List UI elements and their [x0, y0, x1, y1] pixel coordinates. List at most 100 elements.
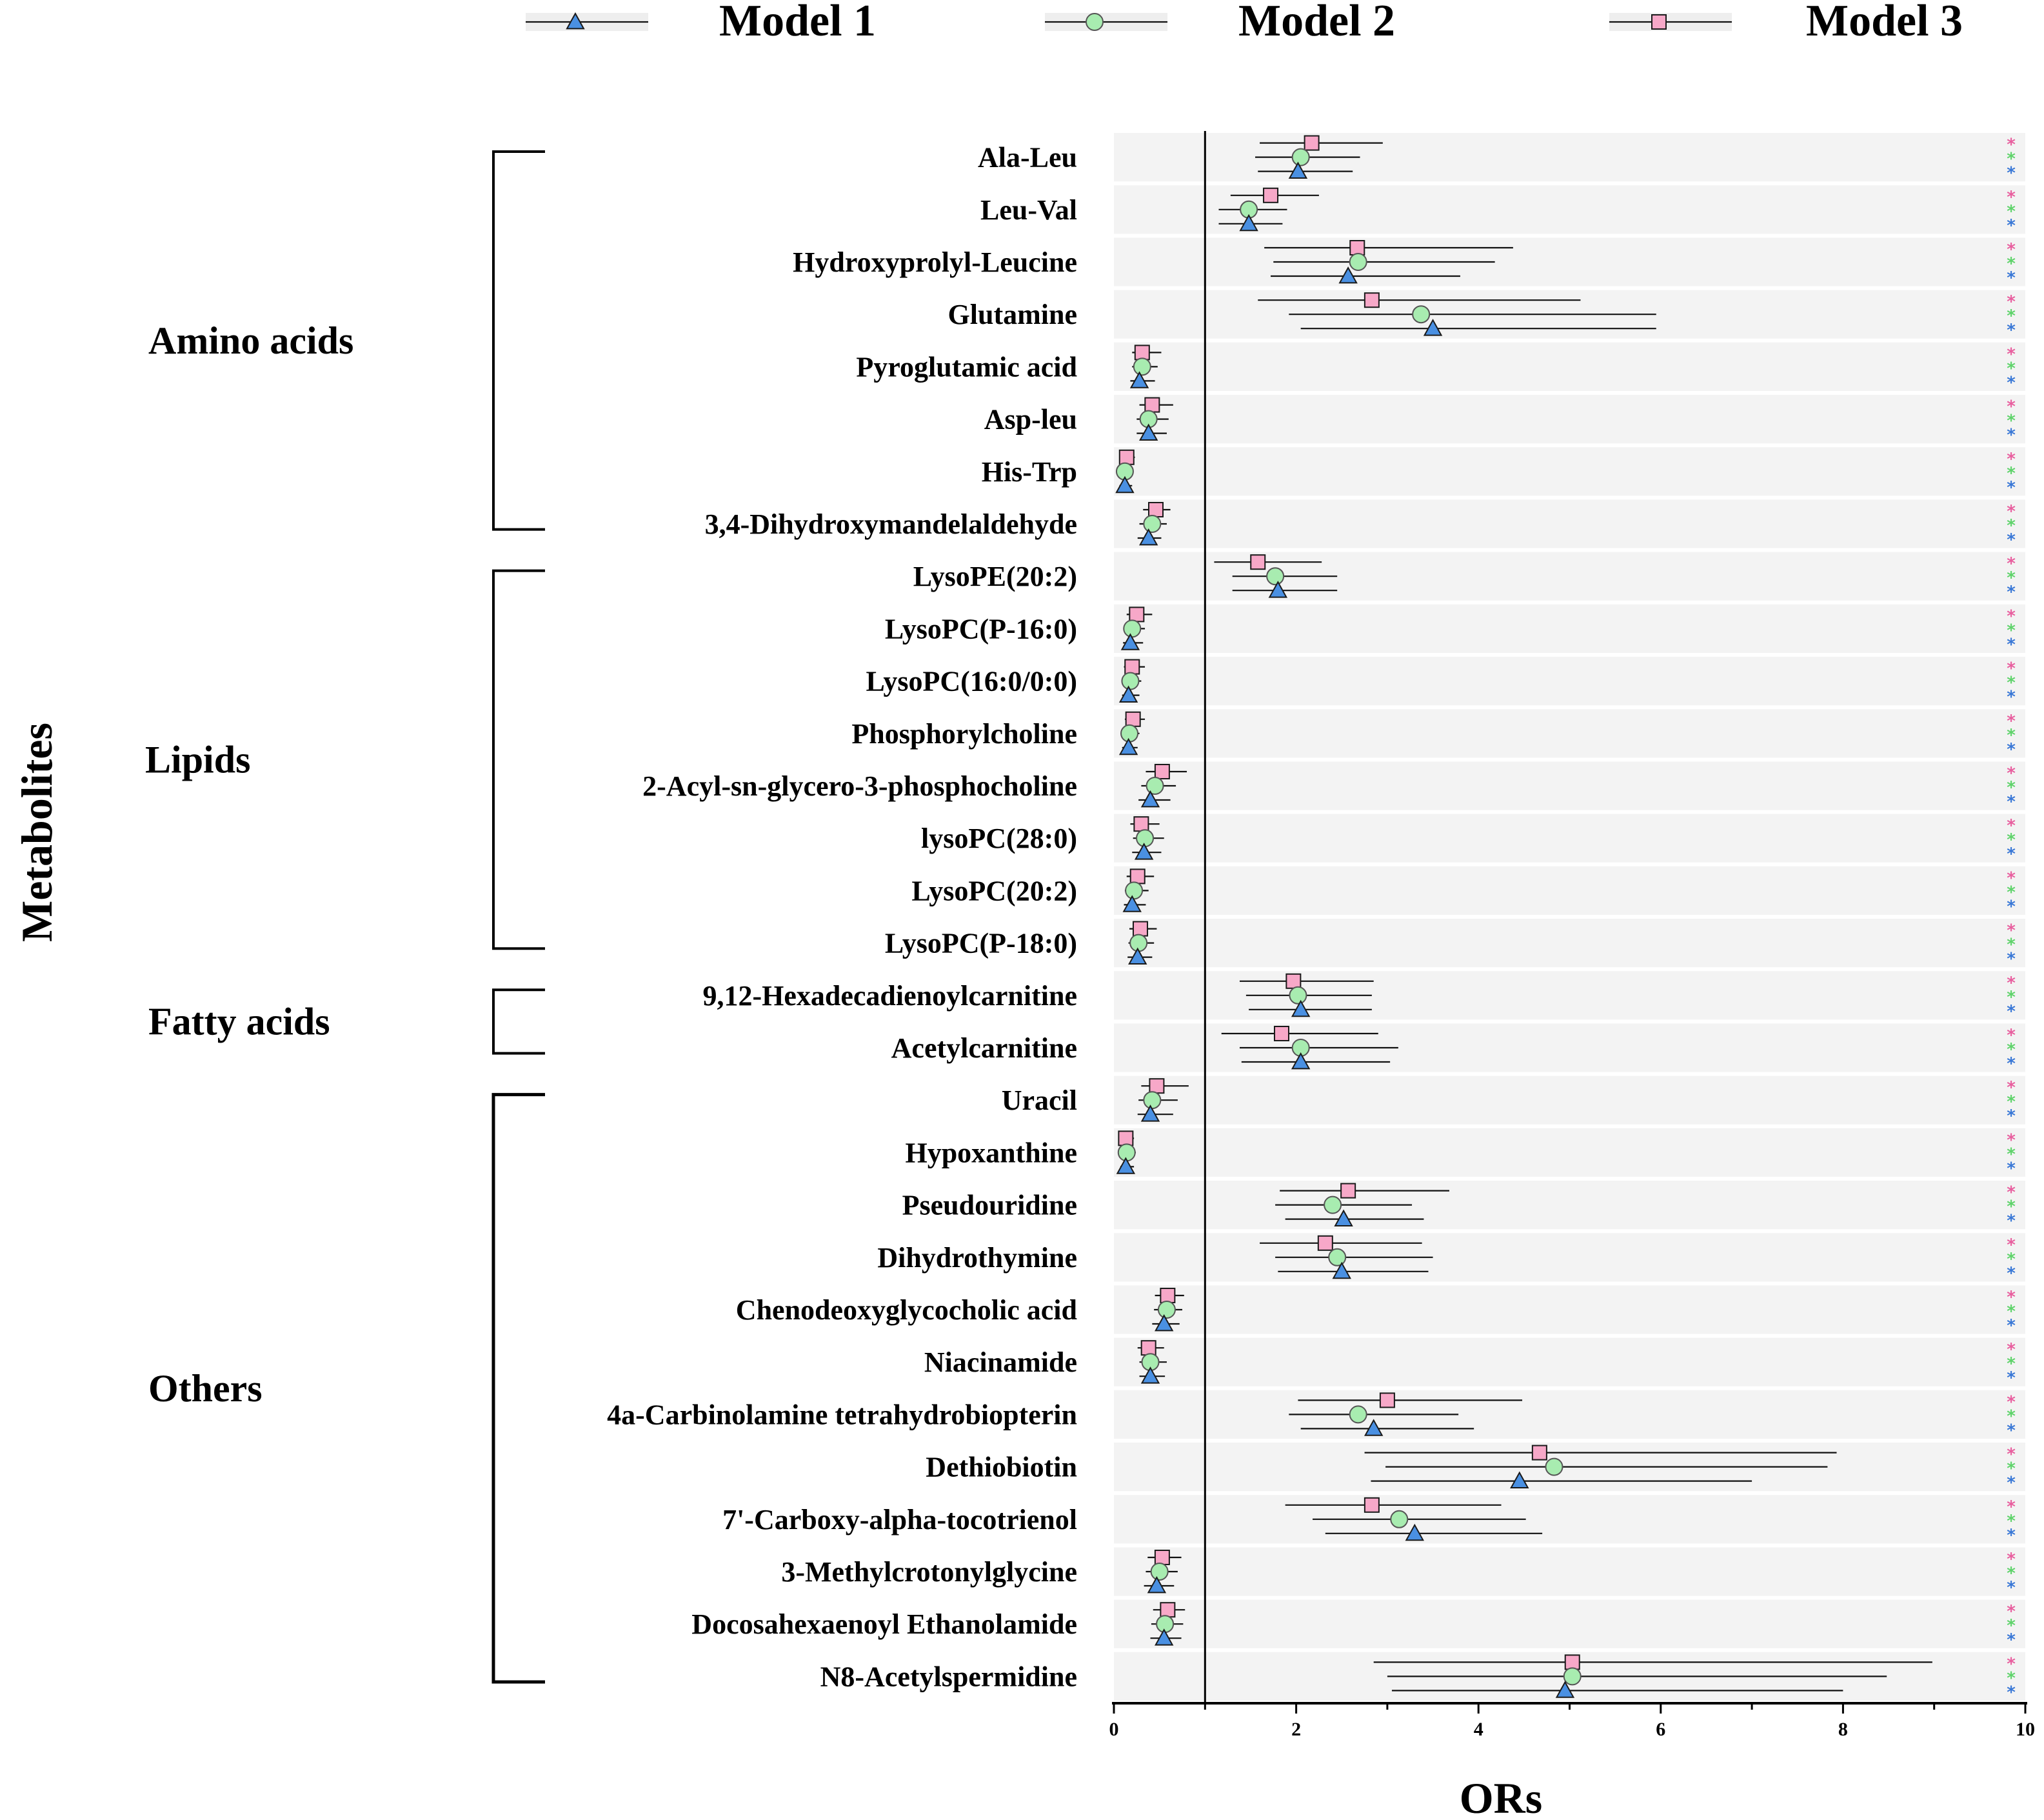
legend-label: Model 1	[719, 0, 876, 46]
significance-star-m3: *	[2007, 816, 2016, 835]
point-m3	[1147, 502, 1164, 517]
significance-star-m2: *	[2007, 830, 2016, 850]
point-m3	[1129, 606, 1145, 623]
metabolite-label: Hypoxanthine	[905, 1137, 1077, 1168]
point-m3	[1144, 397, 1160, 413]
significance-star-m3: *	[2007, 188, 2016, 207]
group-bracket	[492, 988, 545, 1055]
point-m1	[1129, 371, 1149, 388]
significance-star-m1: *	[2007, 1630, 2016, 1650]
significance-star-m1: *	[2007, 530, 2016, 550]
significance-star-m1: *	[2007, 950, 2016, 969]
metabolite-label: Glutamine	[948, 299, 1077, 330]
point-m3	[1134, 345, 1150, 361]
metabolite-labels: Ala-Leu Leu-Val Hydroxyprolyl-Leucine Gluta…	[607, 142, 1077, 1693]
legend-marker	[566, 12, 585, 30]
row-background	[1114, 814, 2025, 863]
significance-star-m2: *	[2007, 1668, 2016, 1688]
significance-star-m1: *	[2007, 373, 2016, 392]
metabolite-label: LysoPC(20:2)	[911, 875, 1077, 906]
significance-star-m2: *	[2007, 1616, 2016, 1635]
point-m1	[1338, 266, 1358, 284]
significance-star-m3: *	[2007, 974, 2016, 993]
point-m2	[1289, 986, 1307, 1005]
significance-star-m2: *	[2007, 883, 2016, 902]
point-m2	[1121, 672, 1140, 690]
significance-star-m3: *	[2007, 292, 2016, 312]
significance-star-m3: *	[2007, 1497, 2016, 1517]
significance-star-m2: *	[2007, 726, 2016, 745]
significance-star-m3: *	[2007, 712, 2016, 731]
group-label: Lipids	[145, 738, 250, 781]
row-background	[1114, 499, 2025, 548]
point-m2	[1129, 934, 1148, 952]
x-tick-label: 0	[1109, 1719, 1119, 1740]
significance-star-m2: *	[2007, 359, 2016, 378]
row-background	[1114, 604, 2025, 653]
significance-star-m1: *	[2007, 1054, 2016, 1074]
point-m2	[1136, 829, 1155, 848]
point-m1	[1291, 1052, 1311, 1070]
significance-star-m3: *	[2007, 1550, 2016, 1569]
point-m2	[1120, 724, 1139, 743]
significance-star-m1: *	[2007, 478, 2016, 497]
legend-marker	[1651, 14, 1667, 30]
point-m1	[1364, 1419, 1384, 1436]
significance-star-m3: *	[2007, 1183, 2016, 1203]
row-background	[1114, 1390, 2025, 1439]
row-background	[1114, 1181, 2025, 1230]
point-m1	[1140, 1105, 1160, 1122]
point-m3	[1250, 554, 1266, 570]
significance-star-m3: *	[2007, 502, 2016, 521]
point-m3	[1285, 973, 1302, 989]
significance-star-m2: *	[2007, 935, 2016, 955]
significance-star-m1: *	[2007, 216, 2016, 235]
metabolite-label: Acetylcarnitine	[891, 1032, 1077, 1064]
x-tick-label: 10	[2016, 1719, 2035, 1740]
point-m3	[1273, 1026, 1289, 1041]
point-m3	[1125, 711, 1141, 727]
metabolite-label: Asp-leu	[984, 404, 1077, 435]
significance-star-m2: *	[2007, 621, 2016, 640]
row-background	[1114, 1128, 2025, 1177]
metabolite-label: LysoPE(20:2)	[913, 561, 1077, 592]
legend-label: Model 2	[1238, 0, 1395, 46]
point-m2	[1143, 515, 1162, 533]
x-axis: 0 2 4 6 8 10	[1109, 1702, 2035, 1740]
point-m3	[1160, 1288, 1176, 1303]
point-m1	[1140, 790, 1160, 808]
point-m2	[1125, 881, 1144, 900]
group-bracket	[492, 150, 545, 531]
point-m1	[1120, 633, 1140, 650]
point-m2	[1545, 1457, 1563, 1476]
significance-star-m1: *	[2007, 1683, 2016, 1702]
point-m1	[1334, 1209, 1353, 1226]
x-tick-label: 4	[1474, 1719, 1483, 1740]
point-m2	[1150, 1563, 1169, 1581]
significance-star-m3: *	[2007, 1235, 2016, 1255]
row-background	[1114, 1233, 2025, 1282]
metabolite-label: 3-Methylcrotonylglycine	[781, 1556, 1077, 1588]
significance-star-m1: *	[2007, 740, 2016, 759]
metabolite-label: Phosphorylcholine	[851, 718, 1077, 750]
significance-star-m1: *	[2007, 426, 2016, 445]
point-m1	[1423, 319, 1443, 336]
x-tick-label: 8	[1838, 1719, 1848, 1740]
point-m1	[1115, 475, 1135, 494]
metabolite-label: Ala-Leu	[978, 142, 1077, 174]
metabolite-label: Chenodeoxyglycocholic acid	[736, 1294, 1077, 1326]
point-m3	[1149, 1078, 1165, 1094]
metabolite-label: 7'-Carboxy-alpha-tocotrienol	[722, 1504, 1077, 1535]
point-m2	[1123, 619, 1142, 638]
significance-star-m1: *	[2007, 792, 2016, 812]
significance-star-m1: *	[2007, 1106, 2016, 1126]
point-m3	[1263, 187, 1279, 203]
point-m1	[1118, 737, 1138, 755]
metabolite-label: His-Trp	[982, 456, 1077, 488]
point-m1	[1138, 528, 1158, 546]
point-m3	[1379, 1392, 1395, 1408]
row-background	[1114, 866, 2025, 915]
significance-star-m1: *	[2007, 583, 2016, 602]
metabolite-label: 4a-Carbinolamine tetrahydrobiopterin	[607, 1399, 1077, 1430]
